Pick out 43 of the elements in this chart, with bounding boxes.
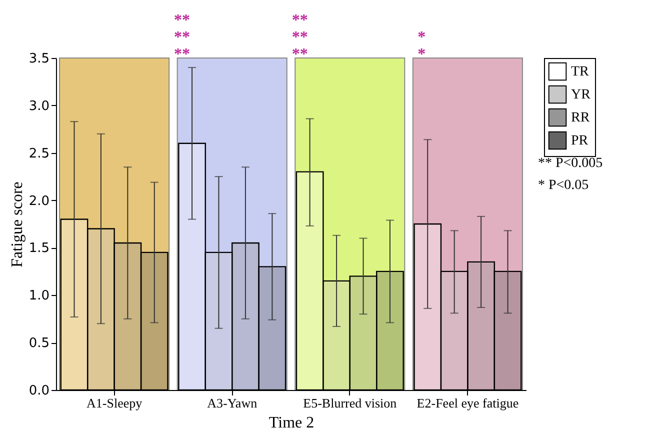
text: **	[292, 29, 308, 46]
text: ** P<0.005	[538, 156, 603, 171]
text: **	[174, 29, 190, 46]
x-axis-title: Time 2	[268, 414, 314, 432]
y-axis-title: Fatigue score	[8, 182, 26, 268]
y-tick-label: 3.0	[28, 98, 50, 114]
bar	[494, 270, 522, 391]
legend-label: PR	[571, 134, 589, 148]
legend-label: TR	[571, 64, 590, 80]
bar	[114, 242, 142, 391]
y-tick-label: 1.0	[28, 288, 50, 304]
bar	[140, 252, 168, 391]
x-tick-label: A1-Sleepy	[86, 396, 143, 410]
annotation: * *	[418, 29, 426, 63]
bar	[60, 218, 88, 391]
bar	[467, 261, 496, 391]
x-tick-label: E2-Feel eye fatigue	[416, 396, 519, 410]
y-tick-label: 1.5	[28, 241, 50, 256]
bar	[258, 266, 286, 391]
bar	[204, 252, 233, 391]
annotation: **	[292, 46, 308, 63]
y-tick-label: 0.0	[28, 384, 50, 398]
bar	[440, 270, 468, 391]
bar	[376, 270, 404, 391]
x-tick-label: E5-Blurred vision	[303, 396, 398, 410]
y-tick-label: 2.0	[28, 194, 50, 209]
y-tick-label: 0.5	[28, 336, 50, 352]
legend-label: RR	[571, 110, 590, 126]
text: **	[292, 12, 308, 29]
text: **	[174, 12, 190, 29]
bar	[414, 223, 442, 391]
bar	[232, 242, 260, 391]
y-tick-label: 2.5	[28, 146, 50, 162]
bar	[178, 142, 206, 391]
x-tick-label: A3-Yawn	[207, 396, 258, 410]
text: * P<0.05	[538, 178, 589, 193]
legend-label: YR	[571, 88, 592, 102]
bar	[296, 171, 324, 391]
annotation: **	[174, 46, 190, 63]
bar	[322, 280, 350, 391]
y-tick-label: 3.5	[28, 52, 50, 66]
bar	[349, 276, 378, 391]
bar	[86, 228, 115, 391]
